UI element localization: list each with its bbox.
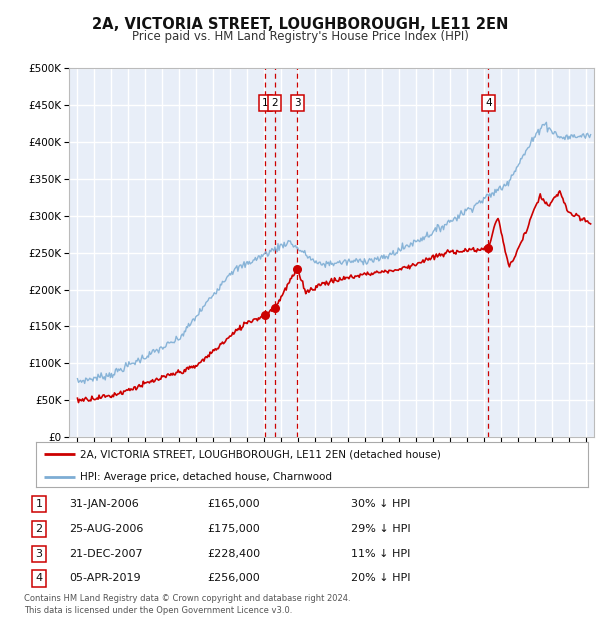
Text: This data is licensed under the Open Government Licence v3.0.: This data is licensed under the Open Gov… <box>24 606 292 616</box>
Text: 1: 1 <box>262 98 268 108</box>
Text: 2: 2 <box>271 98 278 108</box>
Text: £228,400: £228,400 <box>207 549 260 559</box>
Text: 21-DEC-2007: 21-DEC-2007 <box>69 549 143 559</box>
Text: 05-APR-2019: 05-APR-2019 <box>69 574 140 583</box>
Text: Contains HM Land Registry data © Crown copyright and database right 2024.: Contains HM Land Registry data © Crown c… <box>24 594 350 603</box>
Text: £256,000: £256,000 <box>207 574 260 583</box>
Text: 2: 2 <box>35 524 43 534</box>
Text: 3: 3 <box>35 549 43 559</box>
Text: 20% ↓ HPI: 20% ↓ HPI <box>351 574 410 583</box>
Text: 2A, VICTORIA STREET, LOUGHBOROUGH, LE11 2EN: 2A, VICTORIA STREET, LOUGHBOROUGH, LE11 … <box>92 17 508 32</box>
Text: £175,000: £175,000 <box>207 524 260 534</box>
Text: 4: 4 <box>35 574 43 583</box>
Text: 30% ↓ HPI: 30% ↓ HPI <box>351 499 410 509</box>
Text: HPI: Average price, detached house, Charnwood: HPI: Average price, detached house, Char… <box>80 472 332 482</box>
Text: 3: 3 <box>294 98 301 108</box>
Text: 11% ↓ HPI: 11% ↓ HPI <box>351 549 410 559</box>
Text: 29% ↓ HPI: 29% ↓ HPI <box>351 524 410 534</box>
Text: £165,000: £165,000 <box>207 499 260 509</box>
Text: 4: 4 <box>485 98 491 108</box>
Text: Price paid vs. HM Land Registry's House Price Index (HPI): Price paid vs. HM Land Registry's House … <box>131 30 469 43</box>
Text: 2A, VICTORIA STREET, LOUGHBOROUGH, LE11 2EN (detached house): 2A, VICTORIA STREET, LOUGHBOROUGH, LE11 … <box>80 449 441 459</box>
Text: 25-AUG-2006: 25-AUG-2006 <box>69 524 143 534</box>
Text: 31-JAN-2006: 31-JAN-2006 <box>69 499 139 509</box>
Text: 1: 1 <box>35 499 43 509</box>
